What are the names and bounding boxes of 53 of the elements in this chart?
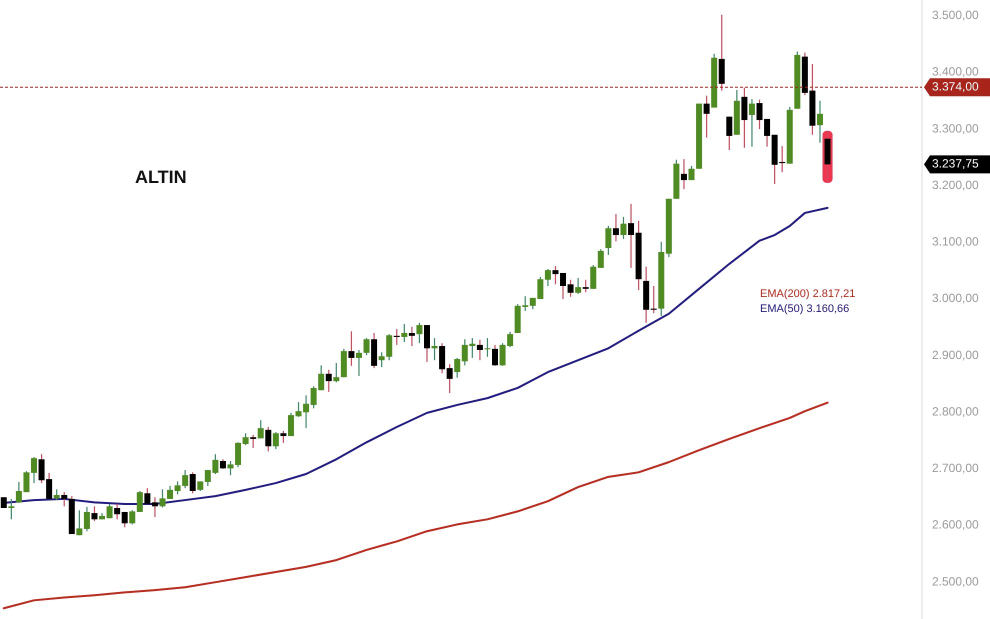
y-tick-label: 2.800,00: [932, 404, 980, 418]
candlestick: [326, 369, 332, 392]
candlestick: [258, 420, 264, 439]
text: 3.237,75: [932, 156, 980, 171]
candlestick: [408, 326, 415, 347]
candlestick: [91, 506, 98, 522]
candlestick: [748, 98, 755, 148]
candlestick: [704, 95, 710, 138]
candlestick: [484, 338, 490, 358]
candlestick: [265, 426, 272, 452]
candlestick: [432, 338, 438, 361]
candlestick: [416, 322, 422, 344]
candlestick: [54, 488, 60, 501]
y-tick-label: 3.000,00: [932, 291, 980, 306]
candlestick: [582, 279, 589, 293]
candlestick: [688, 165, 694, 181]
line-series: [2, 402, 829, 610]
text: ALTIN: [135, 167, 187, 187]
candlestick: [424, 324, 430, 362]
ref-line-label: 3.374,00: [932, 79, 980, 94]
y-tick-label: 2.900,00: [932, 348, 980, 362]
candlestick: [680, 158, 687, 190]
candlestick: [816, 100, 823, 144]
candlestick: [454, 357, 460, 378]
candlestick: [272, 432, 279, 450]
candlestick: [476, 339, 483, 361]
y-tick-label: 3.400,00: [932, 64, 980, 79]
y-tick-label: 3.300,00: [932, 121, 980, 136]
candlestick: [612, 213, 619, 242]
candlestick: [401, 323, 408, 343]
candlestick: [333, 362, 340, 383]
candlestick: [280, 430, 286, 444]
candlestick: [348, 330, 354, 366]
y-tick-label: 2.500,00: [932, 574, 980, 588]
candlestick: [356, 349, 362, 377]
candlestick: [726, 116, 732, 151]
y-tick-label: 3.500,00: [932, 8, 980, 22]
y-tick-label: 3.200,00: [932, 178, 980, 192]
candlestick: [575, 277, 582, 295]
candlestick: [364, 338, 370, 356]
candlestick: [492, 344, 498, 366]
y-tick-label: 2.700,00: [932, 461, 980, 476]
candlestick: [741, 87, 748, 148]
candlestick: [220, 458, 226, 470]
candlestick: [250, 434, 256, 449]
candlestick: [190, 472, 196, 494]
text: EMA(50) 3.160,66: [760, 303, 850, 315]
y-tick-label: 3.100,00: [932, 234, 980, 249]
text: EMA(200) 2.817,21: [760, 288, 856, 300]
candlestick: [620, 216, 626, 240]
y-tick-label: 2.600,00: [932, 518, 980, 532]
candlestick: [61, 492, 68, 507]
candlestick: [605, 225, 612, 256]
